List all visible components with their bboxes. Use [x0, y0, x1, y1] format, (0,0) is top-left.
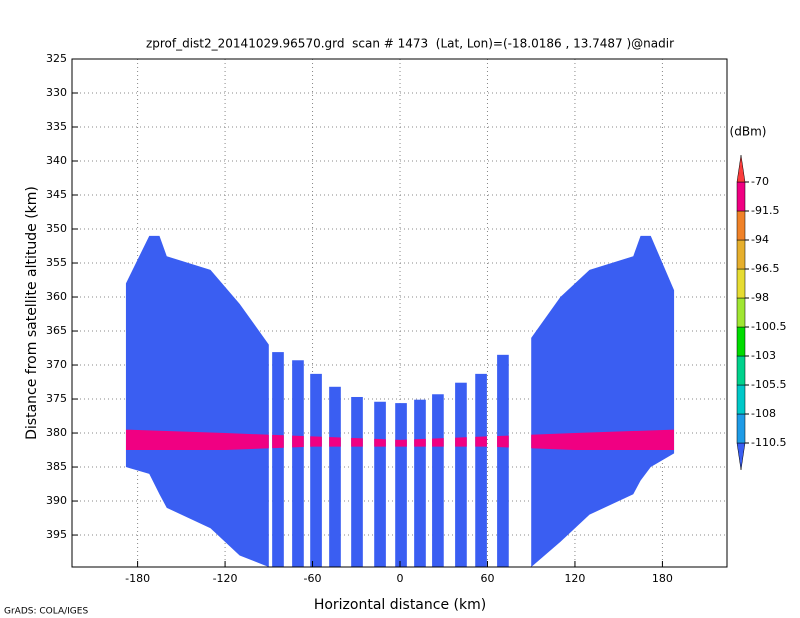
- y-tick-label: 330: [46, 86, 67, 99]
- colorbar-label: -103: [751, 349, 776, 362]
- colorbar-label: -105.5: [751, 378, 786, 391]
- y-tick-label: 390: [46, 494, 67, 507]
- colorbar-box: [736, 326, 746, 357]
- swath-column: [351, 396, 363, 567]
- colorbar-label: -91.5: [751, 204, 779, 217]
- y-tick-label: 395: [46, 528, 67, 541]
- swath-column: [432, 394, 444, 567]
- swath-column: [272, 352, 284, 567]
- swath-column: [455, 382, 467, 567]
- swath-column: [414, 399, 426, 567]
- y-tick-label: 340: [46, 154, 67, 167]
- colorbar-label: -70: [751, 175, 769, 188]
- swath-column: [292, 360, 304, 567]
- colorbar-label: -98: [751, 291, 769, 304]
- colorbar-box: [736, 239, 746, 270]
- swath-region: [125, 235, 269, 567]
- x-tick-label: 120: [564, 572, 585, 585]
- colorbar-label: -108: [751, 407, 776, 420]
- chart-title: zprof_dist2_20141029.96570.grd scan # 14…: [146, 37, 674, 51]
- colorbar-box: [736, 355, 746, 386]
- colorbar-box: [736, 413, 746, 444]
- colorbar-low: [736, 442, 746, 471]
- x-tick-label: 0: [397, 572, 404, 585]
- x-tick-label: -180: [125, 572, 150, 585]
- y-tick-label: 365: [46, 324, 67, 337]
- y-tick-label: 375: [46, 392, 67, 405]
- swath-region: [531, 235, 675, 567]
- swath-column: [310, 373, 322, 567]
- field: [72, 59, 727, 567]
- overlay: 325 330 335 340 345 350 355 360 365 370 375 380 385 3…: [46, 52, 786, 585]
- colorbar-label: -100.5: [751, 320, 786, 333]
- plot-frame: [71, 58, 728, 568]
- colorbar-box: [736, 384, 746, 415]
- footer: GrADS: COLA/IGES: [4, 607, 88, 617]
- swath-column: [374, 401, 386, 567]
- x-tick-label: 180: [652, 572, 673, 585]
- x-axis-label: Horizontal distance (km): [314, 597, 486, 613]
- colorbar-high: [736, 154, 746, 183]
- colorbar-label: -96.5: [751, 262, 779, 275]
- bright-band: [125, 429, 675, 451]
- x-tick-label: -60: [304, 572, 322, 585]
- swath-column: [497, 354, 509, 567]
- y-tick-label: 350: [46, 222, 67, 235]
- colorbar-box: [736, 297, 746, 328]
- y-tick-label: 335: [46, 120, 67, 133]
- colorbar-box: [736, 268, 746, 299]
- x-tick-label: 60: [480, 572, 494, 585]
- swath-column: [395, 403, 407, 567]
- y-tick-label: 360: [46, 290, 67, 303]
- y-tick-label: 325: [46, 52, 67, 65]
- y-tick-label: 380: [46, 426, 67, 439]
- y-tick-label: 345: [46, 188, 67, 201]
- colorbar-label: -94: [751, 233, 769, 246]
- colorbar-label: (dBm): [730, 125, 767, 139]
- y-tick-label: 355: [46, 256, 67, 269]
- y-tick-label: 370: [46, 358, 67, 371]
- colorbar-box: [736, 181, 746, 212]
- colorbar-box: [736, 210, 746, 241]
- swath-column: [475, 373, 487, 567]
- x-tick-label: -120: [213, 572, 238, 585]
- y-axis-label: Distance from satellite altitude (km): [24, 186, 40, 440]
- colorbar-label: -110.5: [751, 436, 786, 449]
- swath-column: [329, 386, 341, 567]
- y-tick-label: 385: [46, 460, 67, 473]
